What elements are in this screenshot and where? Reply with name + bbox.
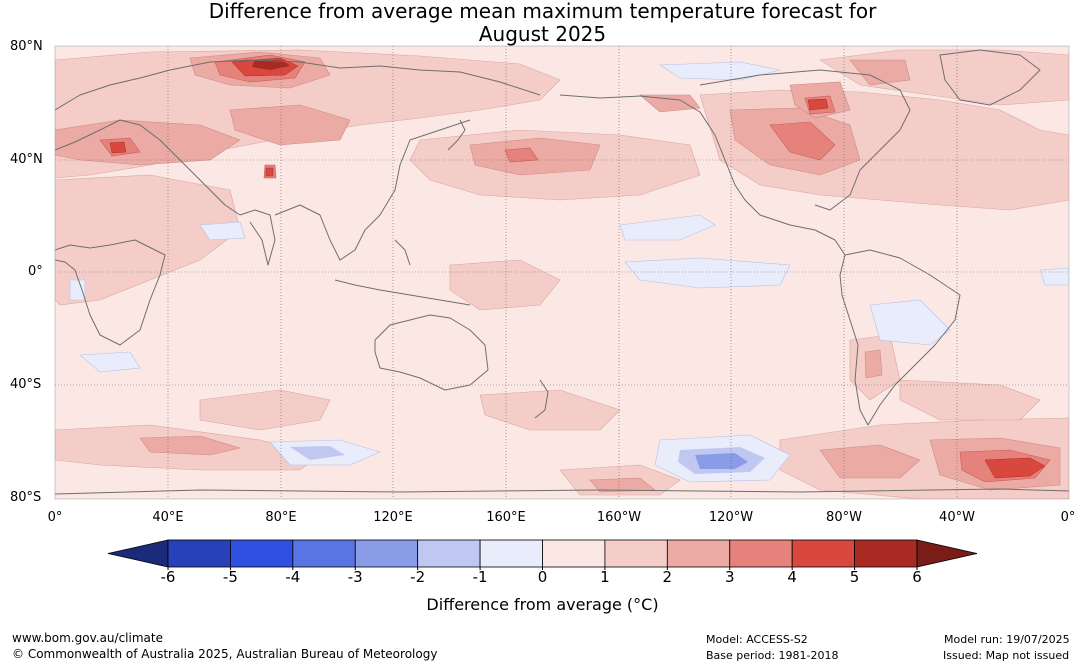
map-frame — [54, 45, 1070, 500]
lat-label-40n: 40°N — [10, 152, 43, 167]
colorbar-tick-label: 3 — [724, 568, 735, 586]
lon-label-40w: 40°W — [939, 510, 975, 525]
colorbar-tick-label: 1 — [600, 568, 610, 586]
colorbar-title: Difference from average (°C) — [426, 595, 659, 614]
anomaly-band-neg-2-3 — [695, 453, 748, 469]
lon-label-80e: 80°E — [265, 510, 297, 525]
lon-label-160e: 160°E — [486, 510, 526, 525]
footer-issued: Issued: Map not issued — [943, 649, 1070, 662]
footer-model: Model: ACCESS-S2 — [706, 633, 808, 646]
graticule — [55, 46, 1069, 499]
colorbar-extend-low — [107, 539, 169, 568]
colorbar-tick-label: -6 — [160, 568, 176, 586]
colorbar-tick-label: -3 — [347, 568, 363, 586]
colorbar-cell — [729, 539, 793, 568]
lon-label-0-west-edge: 0° — [47, 510, 63, 525]
colorbar-cell — [167, 539, 231, 568]
colorbar-cell — [791, 539, 855, 568]
colorbar-tick-label: 5 — [849, 568, 860, 586]
colorbar-tick-label: -2 — [410, 568, 426, 586]
colorbar-tick-label: 4 — [787, 568, 797, 586]
footer-copyright: © Commonwealth of Australia 2025, Austra… — [12, 647, 438, 661]
anomaly-band-5-6 — [252, 60, 290, 70]
colorbar-cell — [230, 539, 294, 568]
colorbar-cell — [542, 539, 606, 568]
lon-label-40e: 40°E — [152, 510, 184, 525]
colorbar-cell — [854, 539, 918, 568]
colorbar-tick-label: -4 — [285, 568, 301, 586]
colorbar-cell — [417, 539, 481, 568]
lat-label-equator: 0° — [28, 264, 43, 279]
colorbar-tick-label: 2 — [662, 568, 673, 586]
colorbar-cell — [292, 539, 356, 568]
colorbar-cell — [666, 539, 731, 568]
colorbar-tick-label: 0 — [537, 568, 548, 586]
footer-base-period: Base period: 1981-2018 — [706, 649, 839, 662]
lat-label-80n: 80°N — [10, 39, 43, 54]
colorbar-tick-label: -1 — [472, 568, 488, 586]
lon-label-160w: 160°W — [596, 510, 642, 525]
lat-label-80s: 80°S — [10, 490, 42, 505]
colorbar-cell — [479, 539, 543, 568]
colorbar-tick-label: -5 — [222, 568, 238, 586]
lat-label-40s: 40°S — [10, 377, 42, 392]
footer-website: www.bom.gov.au/climate — [12, 631, 163, 645]
lon-label-120w: 120°W — [708, 510, 754, 525]
footer-model-run: Model run: 19/07/2025 — [944, 633, 1070, 646]
colorbar-cell — [604, 539, 668, 568]
lon-label-80w: 80°W — [826, 510, 862, 525]
colorbar-tick-label: 6 — [912, 568, 922, 586]
lon-label-120e: 120°E — [373, 510, 413, 525]
coastlines — [55, 49, 1069, 495]
title-line-1: Difference from average mean maximum tem… — [208, 0, 877, 23]
lon-label-0-east-edge: 0° — [1060, 510, 1076, 525]
colorbar-cell — [354, 539, 419, 568]
map-title: Difference from average mean maximum tem… — [0, 0, 1085, 46]
title-line-2: August 2025 — [478, 22, 607, 46]
colorbar-extend-high — [916, 539, 978, 568]
